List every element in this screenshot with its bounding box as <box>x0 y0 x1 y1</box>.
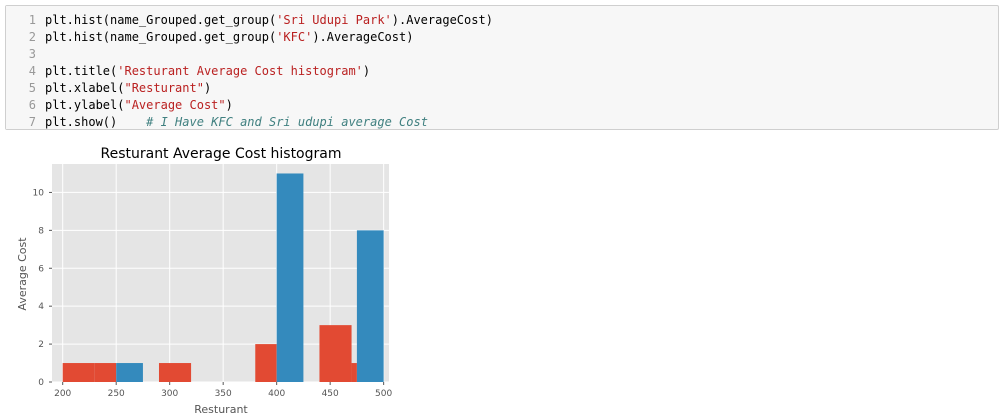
histogram-output: 200 250 300 350 400 450 500 0 2 4 6 8 10 Resturant A… <box>0 140 420 419</box>
code-string: "Average Cost" <box>124 98 226 112</box>
histogram-bar <box>356 230 384 382</box>
x-tick-label: 400 <box>268 389 285 399</box>
x-tick-label: 500 <box>375 389 392 399</box>
code-text: plt.hist(name_Grouped.get_group( <box>45 30 277 44</box>
code-line[interactable]: plt.xlabel("Resturant") <box>45 80 211 97</box>
code-text: ) <box>362 64 371 78</box>
code-line[interactable]: plt.ylabel("Average Cost") <box>45 97 233 114</box>
code-text: ).AverageCost) <box>312 30 414 44</box>
x-tick-label: 200 <box>54 389 71 399</box>
code-line[interactable]: plt.hist(name_Grouped.get_group('Sri Udu… <box>45 12 493 29</box>
histogram-bar <box>94 363 117 382</box>
y-tick-label: 4 <box>38 302 44 312</box>
code-comment: # I Have KFC and Sri udupi average Cost <box>146 115 428 129</box>
x-tick-label: 250 <box>108 389 125 399</box>
code-string: 'KFC' <box>276 30 313 44</box>
code-text: plt.xlabel( <box>45 81 125 95</box>
histogram-bar <box>158 363 192 382</box>
line-number: 5 <box>28 81 36 95</box>
code-line[interactable]: plt.hist(name_Grouped.get_group('KFC').A… <box>45 29 413 46</box>
code-text: ).AverageCost) <box>391 13 493 27</box>
code-text: ) <box>225 98 233 112</box>
line-number-gutter: 1 2 3 4 5 6 7 <box>6 6 42 129</box>
histogram-chart: 200 250 300 350 400 450 500 0 2 4 6 8 10 Resturant A… <box>16 146 393 416</box>
code-string: "Resturant" <box>124 81 204 95</box>
histogram-bar <box>351 363 357 382</box>
y-tick-label: 0 <box>38 378 44 388</box>
code-text: ) <box>203 81 212 95</box>
x-axis-label: Resturant <box>194 403 248 416</box>
histogram-bar <box>276 173 304 382</box>
code-text: plt.ylabel( <box>45 98 125 112</box>
code-line[interactable]: plt.show() # I Have KFC and Sri udupi av… <box>45 114 428 131</box>
histogram-bar <box>116 363 143 382</box>
code-text: plt.hist(name_Grouped.get_group( <box>45 13 277 27</box>
line-number: 2 <box>28 30 36 44</box>
x-tick-label: 350 <box>215 389 232 399</box>
y-tick-label: 8 <box>38 226 44 236</box>
x-tick-label: 300 <box>161 389 178 399</box>
line-number: 7 <box>28 115 36 129</box>
y-axis-label: Average Cost <box>16 237 29 311</box>
line-number: 1 <box>28 13 36 27</box>
histogram-bar <box>255 344 277 382</box>
code-string: 'Resturant Average Cost histogram' <box>117 64 363 78</box>
code-text: plt.title( <box>45 64 118 78</box>
code-cell[interactable]: 1 2 3 4 5 6 7 plt.hist(name_Grouped.get_… <box>5 5 999 130</box>
code-string: 'Sri Udupi Park' <box>276 13 392 27</box>
line-number: 3 <box>28 47 36 61</box>
line-number: 6 <box>28 98 36 112</box>
x-tick-label: 450 <box>322 389 339 399</box>
y-tick-label: 2 <box>38 340 44 350</box>
code-text: plt.show() <box>45 115 147 129</box>
histogram-bar <box>319 325 352 382</box>
y-tick-label: 6 <box>38 264 44 274</box>
code-line[interactable]: plt.title('Resturant Average Cost histog… <box>45 63 370 80</box>
histogram-bar <box>62 363 95 382</box>
line-number: 4 <box>28 64 36 78</box>
chart-title: Resturant Average Cost histogram <box>100 146 341 162</box>
y-tick-label: 10 <box>33 188 45 198</box>
